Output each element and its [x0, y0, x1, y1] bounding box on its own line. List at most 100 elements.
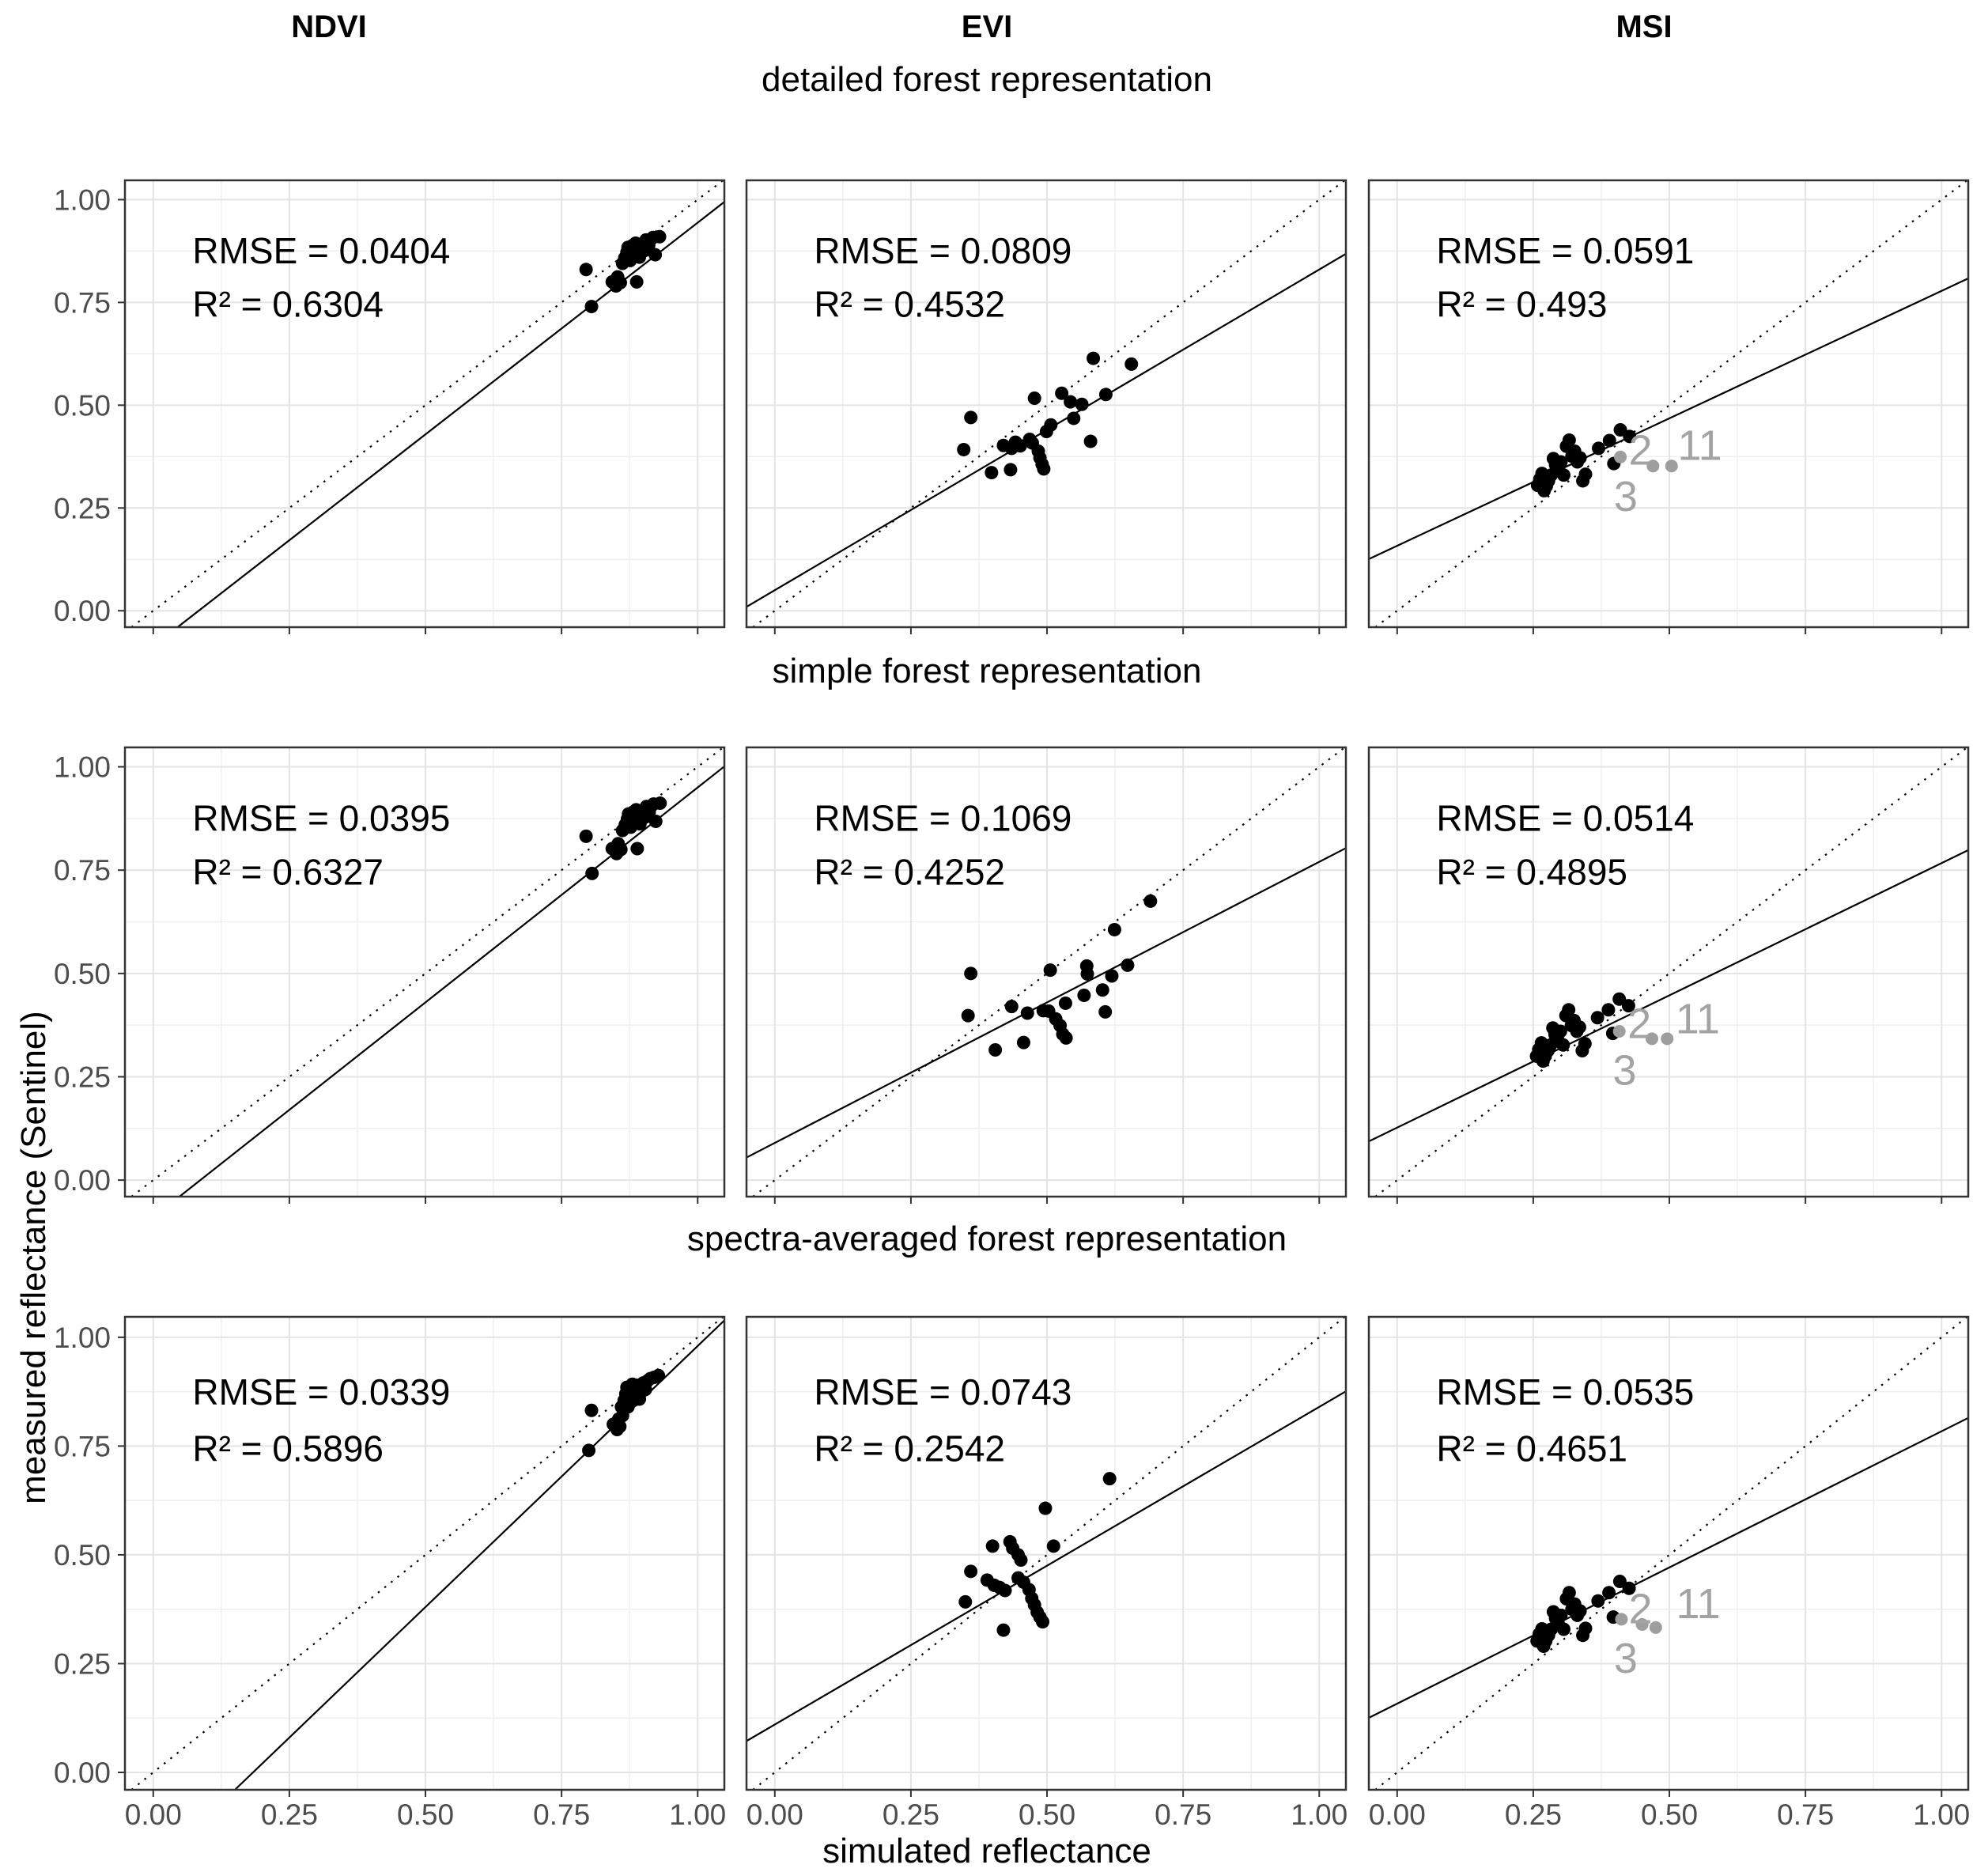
x-tick-label: 1.00 — [1291, 1798, 1347, 1831]
data-point — [1043, 963, 1057, 978]
data-point — [1038, 1501, 1053, 1515]
outlier-label: 3 — [1614, 1635, 1638, 1682]
data-point — [1102, 1472, 1117, 1486]
data-point — [1143, 894, 1158, 908]
outlier-point — [1665, 460, 1678, 473]
data-point — [1562, 1586, 1576, 1600]
y-tick-label: 1.00 — [54, 183, 111, 216]
data-point — [1004, 463, 1018, 477]
data-point — [1556, 1038, 1570, 1052]
grid-minor-lines — [746, 747, 1346, 1197]
data-point — [652, 1368, 666, 1382]
data-point — [1036, 1615, 1050, 1629]
data-points — [579, 229, 667, 314]
panel-border — [745, 746, 1347, 1198]
data-point — [1554, 1608, 1568, 1622]
column-title-msi: MSI — [1616, 9, 1673, 44]
data-points — [1530, 1574, 1662, 1653]
row-title-detailed: detailed forest representation — [762, 60, 1212, 99]
data-point — [579, 829, 593, 843]
y-tick-label: 1.00 — [54, 751, 111, 784]
data-point — [964, 1564, 978, 1579]
outlier-label: 3 — [1614, 473, 1638, 520]
x-tick-label: 0.75 — [1777, 1798, 1834, 1831]
r-squared-value: R² = 0.4252 — [814, 851, 1005, 892]
data-point — [1612, 1574, 1627, 1588]
data-point — [579, 263, 593, 277]
rmse-value: RMSE = 0.0339 — [192, 1371, 450, 1413]
data-point — [1107, 922, 1121, 936]
r-squared-value: R² = 0.6304 — [192, 284, 384, 325]
outlier-label: 2 — [1627, 1000, 1651, 1048]
data-point — [1059, 1031, 1073, 1045]
panel-border — [1367, 179, 1970, 629]
outlier-label: 11 — [1676, 1580, 1720, 1628]
data-point — [585, 866, 599, 880]
panel-border — [123, 179, 726, 629]
outlier-label: 11 — [1678, 422, 1722, 469]
data-point — [582, 1443, 596, 1458]
data-point — [652, 229, 667, 244]
data-point — [1124, 357, 1139, 371]
data-point — [964, 966, 978, 981]
data-point — [985, 1539, 1000, 1553]
data-point — [1095, 983, 1109, 997]
scatter-panel-detailed-NDVI: RMSE = 0.0404 R² = 0.6304 0.00 0.25 0.50 0.75… — [54, 179, 726, 634]
data-point — [1573, 451, 1587, 465]
data-point — [1602, 1586, 1616, 1600]
data-point — [961, 1008, 975, 1023]
scatter-panel-spectra-averaged-NDVI: RMSE = 0.0339 R² = 0.5896 0.00 0.00 0.25 0.25… — [54, 1315, 726, 1831]
data-point — [1039, 425, 1053, 439]
x-tick-label: 0.50 — [1641, 1798, 1698, 1831]
data-point — [957, 442, 971, 456]
scatter-panel-simple-MSI: 2 11 3 RMSE = 0.0514 R² = 0.4895 — [1367, 746, 1970, 1204]
data-point — [1083, 434, 1098, 448]
column-title-ndvi: NDVI — [291, 9, 367, 44]
data-points — [1530, 423, 1678, 497]
data-point — [614, 275, 628, 289]
r-squared-value: R² = 0.6327 — [192, 851, 384, 892]
rmse-value: RMSE = 0.0404 — [192, 230, 450, 271]
y-tick-label: 0.50 — [54, 958, 111, 990]
x-tick-label: 0.75 — [1155, 1798, 1211, 1831]
data-point — [1121, 958, 1135, 972]
scatter-panel-simple-EVI: RMSE = 0.1069 R² = 0.4252 — [745, 746, 1347, 1204]
grid-minor-lines — [1369, 180, 1968, 627]
scatter-panel-spectra-averaged-EVI: RMSE = 0.0743 R² = 0.2542 0.00 0.25 0.50 0.75… — [745, 1315, 1347, 1831]
identity-line — [752, 1316, 1346, 1791]
rmse-value: RMSE = 0.0395 — [192, 798, 450, 839]
x-tick-label: 0.50 — [397, 1798, 454, 1831]
fit-line — [746, 1390, 1347, 1742]
outlier-label: 3 — [1613, 1047, 1637, 1095]
data-point — [648, 815, 663, 829]
x-tick-label: 0.25 — [1505, 1798, 1562, 1831]
data-point — [1098, 1004, 1113, 1019]
data-points — [582, 1368, 666, 1458]
outlier-point — [1612, 1024, 1626, 1038]
outlier-point — [1646, 460, 1660, 473]
r-squared-value: R² = 0.493 — [1436, 284, 1607, 325]
outlier-point — [1649, 1621, 1662, 1634]
y-tick-label: 0.25 — [54, 492, 111, 524]
data-points — [1529, 992, 1674, 1068]
r-squared-value: R² = 0.5896 — [192, 1428, 384, 1469]
grid-major-lines — [1369, 1317, 1968, 1790]
panel-background — [1369, 747, 1968, 1197]
grid-minor-lines — [125, 747, 724, 1197]
panel-border — [1367, 1315, 1970, 1791]
outlier-point — [1661, 1032, 1674, 1046]
r-squared-value: R² = 0.2542 — [814, 1428, 1005, 1469]
grid-major-lines — [125, 180, 724, 627]
scatter-panel-spectra-averaged-MSI: 2 11 3 RMSE = 0.0535 R² = 0.4651 0.00 0.25 0.50… — [1367, 1315, 1970, 1831]
grid-major-lines — [1369, 747, 1968, 1197]
data-point — [1055, 386, 1069, 400]
grid-minor-lines — [1369, 1317, 1968, 1790]
rmse-value: RMSE = 0.0514 — [1436, 798, 1694, 839]
y-tick-label: 0.75 — [54, 854, 111, 887]
data-point — [1004, 441, 1019, 456]
data-point — [988, 1042, 1003, 1057]
panel-border — [123, 746, 726, 1198]
data-point — [1556, 1622, 1570, 1636]
grid-minor-lines — [125, 180, 724, 627]
